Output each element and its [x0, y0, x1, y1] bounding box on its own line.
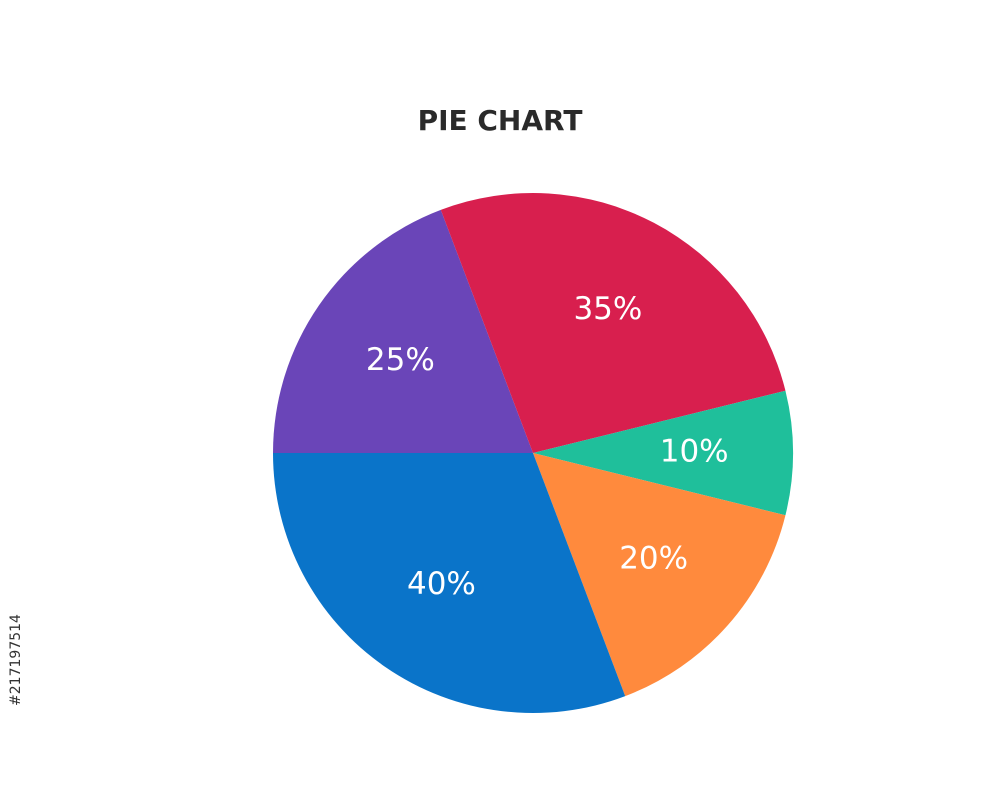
slice-label: 35% [573, 291, 642, 327]
pie-slice [533, 390, 794, 516]
slice-label: 40% [407, 566, 476, 602]
pie-slice [533, 453, 786, 697]
side-id: #217197514 [8, 614, 24, 706]
pie-slice [273, 209, 533, 453]
pie-slice [440, 192, 786, 453]
slice-label: 10% [660, 434, 729, 470]
chart-title: PIE CHART [418, 104, 583, 137]
pie-slice [273, 453, 626, 714]
slice-label: 25% [366, 342, 435, 378]
slice-label: 20% [619, 540, 688, 576]
